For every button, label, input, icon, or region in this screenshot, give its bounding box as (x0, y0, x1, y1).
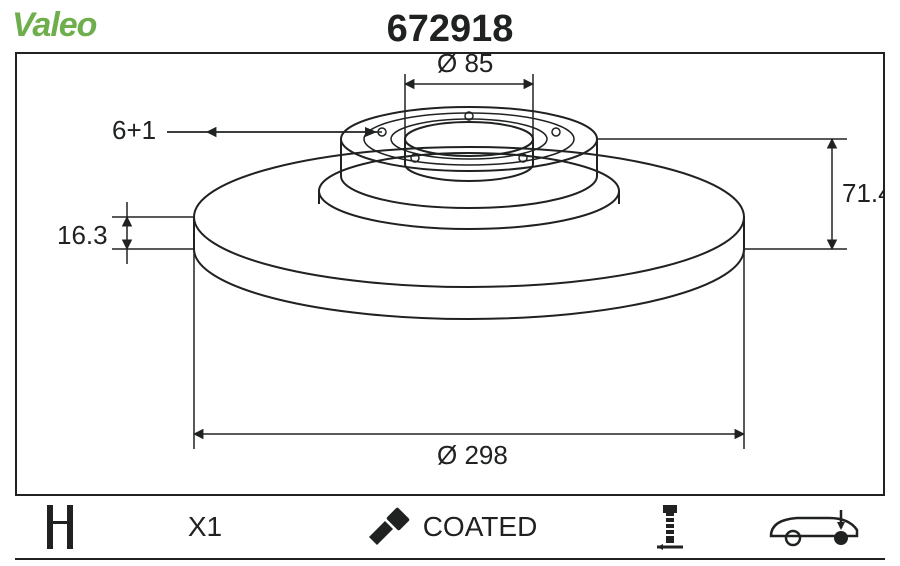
brand-logo: Valeo (12, 6, 96, 45)
car-rear-axle-icon (745, 498, 885, 556)
dim-outer-diameter: Ø 298 (437, 440, 508, 470)
quantity-label: X1 (188, 511, 222, 543)
dim-bore-diameter: Ø 85 (437, 54, 493, 78)
paintbrush-icon (363, 507, 411, 547)
dim-thickness: 16.3 (57, 220, 108, 250)
part-number-title: 672918 (387, 8, 514, 51)
coating-label: COATED (423, 511, 538, 543)
quantity-cell: X1 (105, 498, 305, 556)
bolt-icon (595, 498, 745, 556)
dim-bolt-pattern: 6+1 (112, 115, 156, 145)
technical-drawing: Ø 85 6+1 16.3 (17, 54, 883, 492)
coating-cell: COATED (305, 498, 595, 556)
thickness-gauge-icon (15, 498, 105, 556)
dim-height: 71.4 (842, 178, 883, 208)
footer-bar: X1 COATED (15, 498, 885, 556)
